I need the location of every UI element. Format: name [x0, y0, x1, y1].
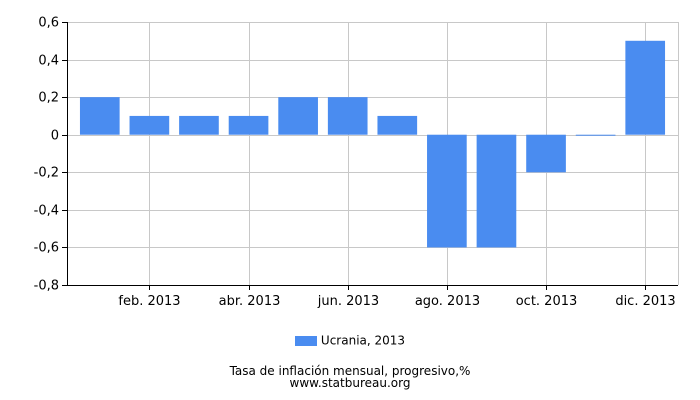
x-tick-label: abr. 2013 [219, 294, 281, 309]
x-tick-label: feb. 2013 [118, 294, 180, 309]
legend-label: Ucrania, 2013 [320, 333, 406, 348]
bar [79, 97, 120, 135]
bar [278, 97, 318, 135]
bar [575, 134, 616, 136]
y-tick-label: 0,2 [38, 91, 59, 106]
x-tick-label: oct. 2013 [516, 294, 578, 309]
legend: Ucrania, 2013 [0, 333, 700, 348]
bar [625, 40, 666, 135]
grid-lines [67, 22, 679, 286]
y-tick-label: 0,4 [38, 54, 59, 69]
bar [476, 134, 517, 248]
y-tick-label: 0,6 [38, 16, 59, 31]
y-tick-label: -0,6 [34, 241, 59, 256]
chart-caption-title: Tasa de inflación mensual, progresivo,% [229, 364, 471, 378]
x-tick-label: ago. 2013 [415, 294, 480, 309]
bar [129, 115, 170, 135]
bars [79, 40, 666, 248]
bar [427, 134, 467, 248]
bar [377, 115, 418, 135]
bar [526, 134, 566, 173]
axes [67, 22, 678, 286]
x-tick-label: jun. 2013 [317, 294, 379, 309]
bar-chart: 0,6 0,4 0,2 0 -0,2 -0,4 -0,6 -0,8 feb. 2013 abr.… [34, 16, 679, 309]
y-tick-label: 0 [51, 129, 59, 144]
y-axis-ticks: 0,6 0,4 0,2 0 -0,2 -0,4 -0,6 -0,8 [34, 16, 67, 294]
y-tick-label: -0,4 [34, 204, 59, 219]
bar [179, 115, 219, 135]
x-tick-label: dic. 2013 [615, 294, 675, 309]
x-axis-ticks: feb. 2013 abr. 2013 jun. 2013 ago. 2013 oct.… [118, 285, 676, 309]
bar [327, 97, 368, 135]
chart-caption-source: www.statbureau.org [289, 376, 411, 390]
y-tick-label: -0,2 [34, 166, 59, 181]
y-tick-label: -0,8 [34, 279, 59, 294]
legend-swatch [294, 335, 317, 346]
bar [228, 115, 269, 135]
